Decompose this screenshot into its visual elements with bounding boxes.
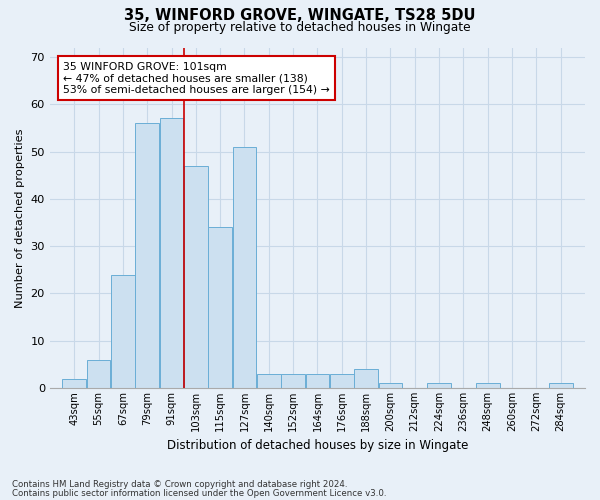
Bar xyxy=(427,384,451,388)
Bar xyxy=(233,147,256,388)
Bar xyxy=(379,384,403,388)
Text: Contains HM Land Registry data © Crown copyright and database right 2024.: Contains HM Land Registry data © Crown c… xyxy=(12,480,347,489)
Bar xyxy=(135,123,159,388)
X-axis label: Distribution of detached houses by size in Wingate: Distribution of detached houses by size … xyxy=(167,440,468,452)
Bar xyxy=(62,378,86,388)
Bar xyxy=(184,166,208,388)
Bar xyxy=(86,360,110,388)
Y-axis label: Number of detached properties: Number of detached properties xyxy=(15,128,25,308)
Bar xyxy=(111,274,135,388)
Text: Contains public sector information licensed under the Open Government Licence v3: Contains public sector information licen… xyxy=(12,488,386,498)
Bar xyxy=(281,374,305,388)
Bar xyxy=(208,227,232,388)
Bar xyxy=(476,384,500,388)
Bar xyxy=(549,384,572,388)
Text: 35, WINFORD GROVE, WINGATE, TS28 5DU: 35, WINFORD GROVE, WINGATE, TS28 5DU xyxy=(124,8,476,23)
Bar xyxy=(257,374,281,388)
Text: 35 WINFORD GROVE: 101sqm
← 47% of detached houses are smaller (138)
53% of semi-: 35 WINFORD GROVE: 101sqm ← 47% of detach… xyxy=(63,62,330,95)
Bar xyxy=(305,374,329,388)
Text: Size of property relative to detached houses in Wingate: Size of property relative to detached ho… xyxy=(129,21,471,34)
Bar xyxy=(330,374,353,388)
Bar xyxy=(354,369,378,388)
Bar xyxy=(160,118,184,388)
